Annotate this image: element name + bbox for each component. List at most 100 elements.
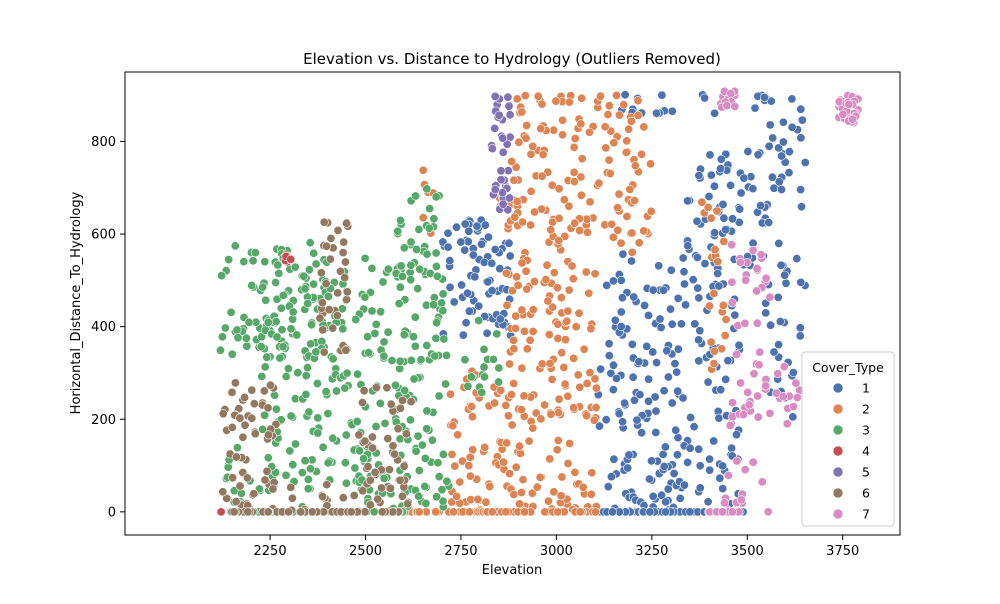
scatter-point-cover-type-1 — [705, 465, 715, 475]
scatter-point-cover-type-3 — [438, 496, 448, 506]
legend-marker-cover-type-5 — [832, 466, 844, 478]
scatter-point-cover-type-3 — [383, 264, 393, 274]
scatter-point-cover-type-1 — [681, 300, 691, 310]
scatter-point-cover-type-2 — [630, 161, 640, 171]
legend-box — [801, 351, 895, 527]
scatter-point-cover-type-1 — [709, 181, 719, 191]
scatter-point-cover-type-1 — [764, 218, 774, 228]
scatter-point-cover-type-1 — [443, 228, 453, 238]
scatter-point-cover-type-2 — [582, 411, 592, 421]
scatter-point-cover-type-7 — [727, 507, 737, 517]
scatter-point-cover-type-2 — [538, 150, 548, 160]
scatter-point-cover-type-2 — [529, 276, 539, 286]
scatter-point-cover-type-2 — [591, 507, 601, 517]
scatter-point-cover-type-3 — [303, 484, 313, 494]
scatter-point-cover-type-2 — [529, 207, 539, 217]
scatter-point-cover-type-6 — [388, 507, 398, 517]
scatter-point-cover-type-1 — [659, 461, 669, 471]
scatter-point-cover-type-3 — [397, 271, 407, 281]
scatter-point-cover-type-6 — [339, 237, 349, 247]
scatter-point-cover-type-3 — [338, 324, 348, 334]
scatter-point-cover-type-1 — [713, 268, 723, 278]
scatter-point-cover-type-7 — [732, 349, 742, 359]
scatter-point-cover-type-2 — [512, 94, 522, 104]
scatter-point-cover-type-3 — [477, 387, 487, 397]
scatter-point-cover-type-3 — [413, 284, 423, 294]
scatter-point-cover-type-3 — [342, 368, 352, 378]
scatter-point-cover-type-3 — [400, 385, 410, 395]
scatter-point-cover-type-2 — [509, 489, 519, 499]
legend-label-cover-type-3: 3 — [862, 423, 870, 438]
scatter-point-cover-type-1 — [651, 427, 661, 437]
scatter-point-cover-type-1 — [768, 133, 778, 143]
y-tick-label: 800 — [91, 135, 116, 150]
scatter-point-cover-type-2 — [556, 293, 566, 303]
scatter-point-cover-type-2 — [526, 220, 536, 230]
scatter-point-cover-type-2 — [569, 403, 579, 413]
scatter-point-cover-type-7 — [782, 419, 792, 429]
scatter-point-cover-type-7 — [755, 347, 765, 357]
legend: Cover_Type 1 2 3 4 5 6 7 — [801, 351, 895, 527]
scatter-point-cover-type-3 — [271, 404, 281, 414]
scatter-point-cover-type-2 — [556, 491, 566, 501]
scatter-point-cover-type-2 — [584, 127, 594, 137]
scatter-point-cover-type-7 — [736, 495, 746, 505]
scatter-point-cover-type-3 — [318, 442, 328, 452]
scatter-point-cover-type-2 — [576, 119, 586, 129]
scatter-point-cover-type-3 — [439, 334, 449, 344]
scatter-point-cover-type-6 — [250, 429, 260, 439]
scatter-point-cover-type-1 — [458, 330, 468, 340]
scatter-point-cover-type-1 — [694, 444, 704, 454]
scatter-point-cover-type-5 — [490, 123, 500, 133]
scatter-point-cover-type-6 — [260, 475, 270, 485]
scatter-point-cover-type-2 — [585, 197, 595, 207]
scatter-point-cover-type-2 — [452, 491, 462, 501]
scatter-point-cover-type-6 — [235, 413, 245, 423]
scatter-point-cover-type-7 — [749, 369, 759, 379]
scatter-point-cover-type-6 — [326, 233, 336, 243]
scatter-point-cover-type-2 — [600, 122, 610, 132]
scatter-point-cover-type-3 — [371, 319, 381, 329]
scatter-point-cover-type-5 — [502, 139, 512, 149]
scatter-point-cover-type-6 — [321, 279, 331, 289]
scatter-point-cover-type-3 — [399, 330, 409, 340]
scatter-point-cover-type-7 — [744, 400, 754, 410]
scatter-point-cover-type-6 — [346, 507, 356, 517]
scatter-point-cover-type-2 — [562, 316, 572, 326]
legend-marker-cover-type-6 — [832, 487, 844, 499]
scatter-point-cover-type-3 — [233, 333, 243, 343]
scatter-point-cover-type-6 — [342, 218, 352, 228]
scatter-point-cover-type-2 — [581, 267, 591, 277]
scatter-point-cover-type-3 — [256, 342, 266, 352]
scatter-point-cover-type-3 — [263, 453, 273, 463]
scatter-point-cover-type-1 — [495, 264, 505, 274]
scatter-point-cover-type-1 — [663, 372, 673, 382]
scatter-point-cover-type-6 — [333, 225, 343, 235]
axes: 2250 2500 2750 3000 3250 3500 3750 0 200 400 600 80… — [91, 135, 859, 559]
scatter-point-cover-type-1 — [773, 292, 783, 302]
scatter-point-cover-type-2 — [585, 368, 595, 378]
scatter-point-cover-type-1 — [667, 398, 677, 408]
scatter-point-cover-type-2 — [521, 133, 531, 143]
scatter-point-cover-type-6 — [382, 383, 392, 393]
scatter-point-cover-type-7 — [788, 402, 798, 412]
scatter-point-cover-type-2 — [533, 91, 543, 101]
scatter-point-cover-type-1 — [655, 314, 665, 324]
scatter-point-cover-type-2 — [509, 378, 519, 388]
scatter-point-cover-type-2 — [613, 203, 623, 213]
scatter-point-cover-type-1 — [648, 491, 658, 501]
scatter-point-cover-type-6 — [325, 254, 335, 264]
scatter-point-cover-type-2 — [487, 507, 497, 517]
scatter-point-cover-type-6 — [368, 443, 378, 453]
scatter-point-cover-type-2 — [619, 100, 629, 110]
scatter-point-cover-type-1 — [705, 150, 715, 160]
scatter-point-cover-type-3 — [376, 307, 386, 317]
scatter-point-cover-type-3 — [275, 353, 285, 363]
scatter-point-cover-type-2 — [634, 238, 644, 248]
scatter-point-cover-type-3 — [311, 347, 321, 357]
scatter-point-cover-type-7 — [765, 408, 775, 418]
scatter-point-cover-type-1 — [796, 202, 806, 212]
scatter-point-cover-type-2 — [526, 149, 536, 159]
scatter-point-cover-type-2 — [633, 110, 643, 120]
scatter-point-cover-type-2 — [453, 430, 463, 440]
